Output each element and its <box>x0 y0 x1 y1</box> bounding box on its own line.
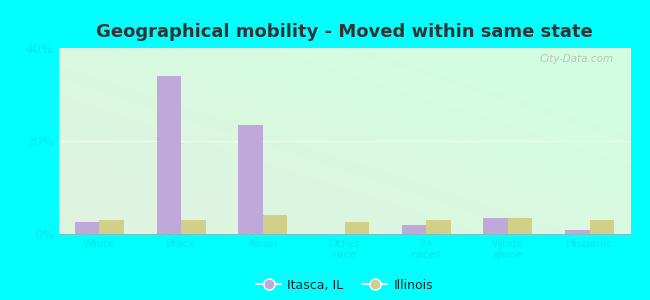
Bar <box>344 222 369 234</box>
Bar <box>484 218 508 234</box>
Title: Geographical mobility - Moved within same state: Geographical mobility - Moved within sam… <box>96 23 593 41</box>
Bar <box>157 76 181 234</box>
Bar <box>508 218 532 234</box>
Bar <box>565 230 590 234</box>
Bar <box>590 220 614 234</box>
Bar <box>75 222 99 234</box>
Bar <box>263 215 287 234</box>
Bar <box>402 225 426 234</box>
Bar <box>239 125 263 234</box>
Bar <box>426 220 450 234</box>
Bar <box>99 220 124 234</box>
Legend: Itasca, IL, Illinois: Itasca, IL, Illinois <box>251 274 438 297</box>
Bar <box>181 220 205 234</box>
Text: City-Data.com: City-Data.com <box>540 54 614 64</box>
